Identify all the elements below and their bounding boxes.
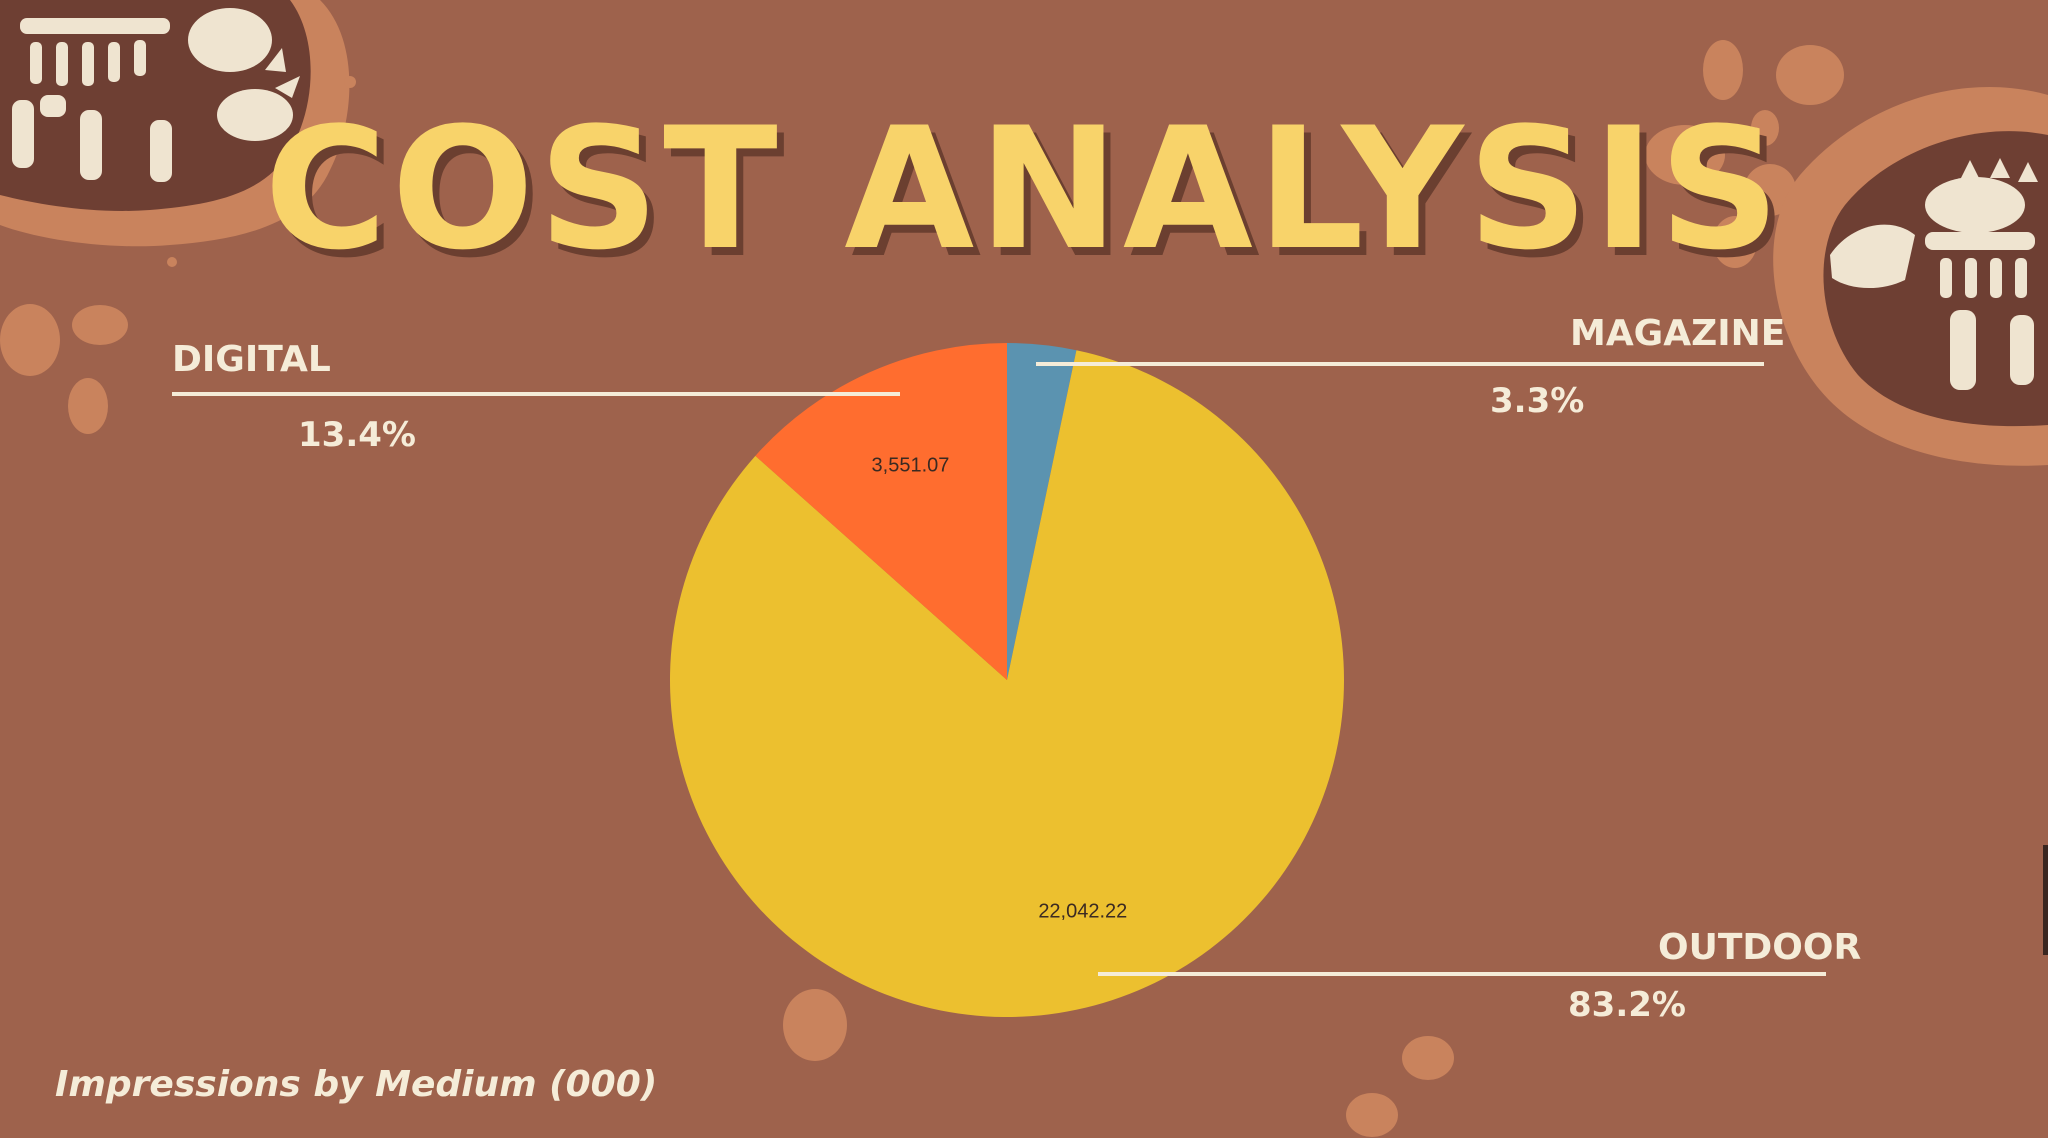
page-title: COST ANALYSIS [264, 91, 1784, 287]
legend-percent-outdoor: 83.2% [1568, 985, 1686, 1025]
legend-percent-magazine: 3.3% [1490, 381, 1585, 421]
pie-slice-outdoor [670, 350, 1344, 1017]
ankylosaurus-fossil-icon [1773, 86, 2048, 466]
digital-leader-line [172, 392, 900, 396]
magazine-leader-line [1036, 362, 1764, 366]
legend-percent-digital: 13.4% [298, 415, 416, 455]
outdoor-leader-line [1098, 972, 1826, 976]
legend-label-magazine: MAGAZINE [1570, 313, 1786, 354]
triceratops-fossil-icon [0, 0, 350, 247]
legend-label-outdoor: OUTDOOR [1658, 927, 1862, 968]
legend-label-digital: DIGITAL [172, 339, 331, 380]
pie-value-label-outdoor: 22,042.22 [1038, 900, 1127, 922]
chart-caption: Impressions by Medium (000) [55, 1064, 658, 1105]
pie-value-label-digital: 3,551.07 [872, 455, 950, 477]
pie-slice-magazine [1007, 343, 1077, 680]
pie-slice-digital [755, 343, 1007, 680]
